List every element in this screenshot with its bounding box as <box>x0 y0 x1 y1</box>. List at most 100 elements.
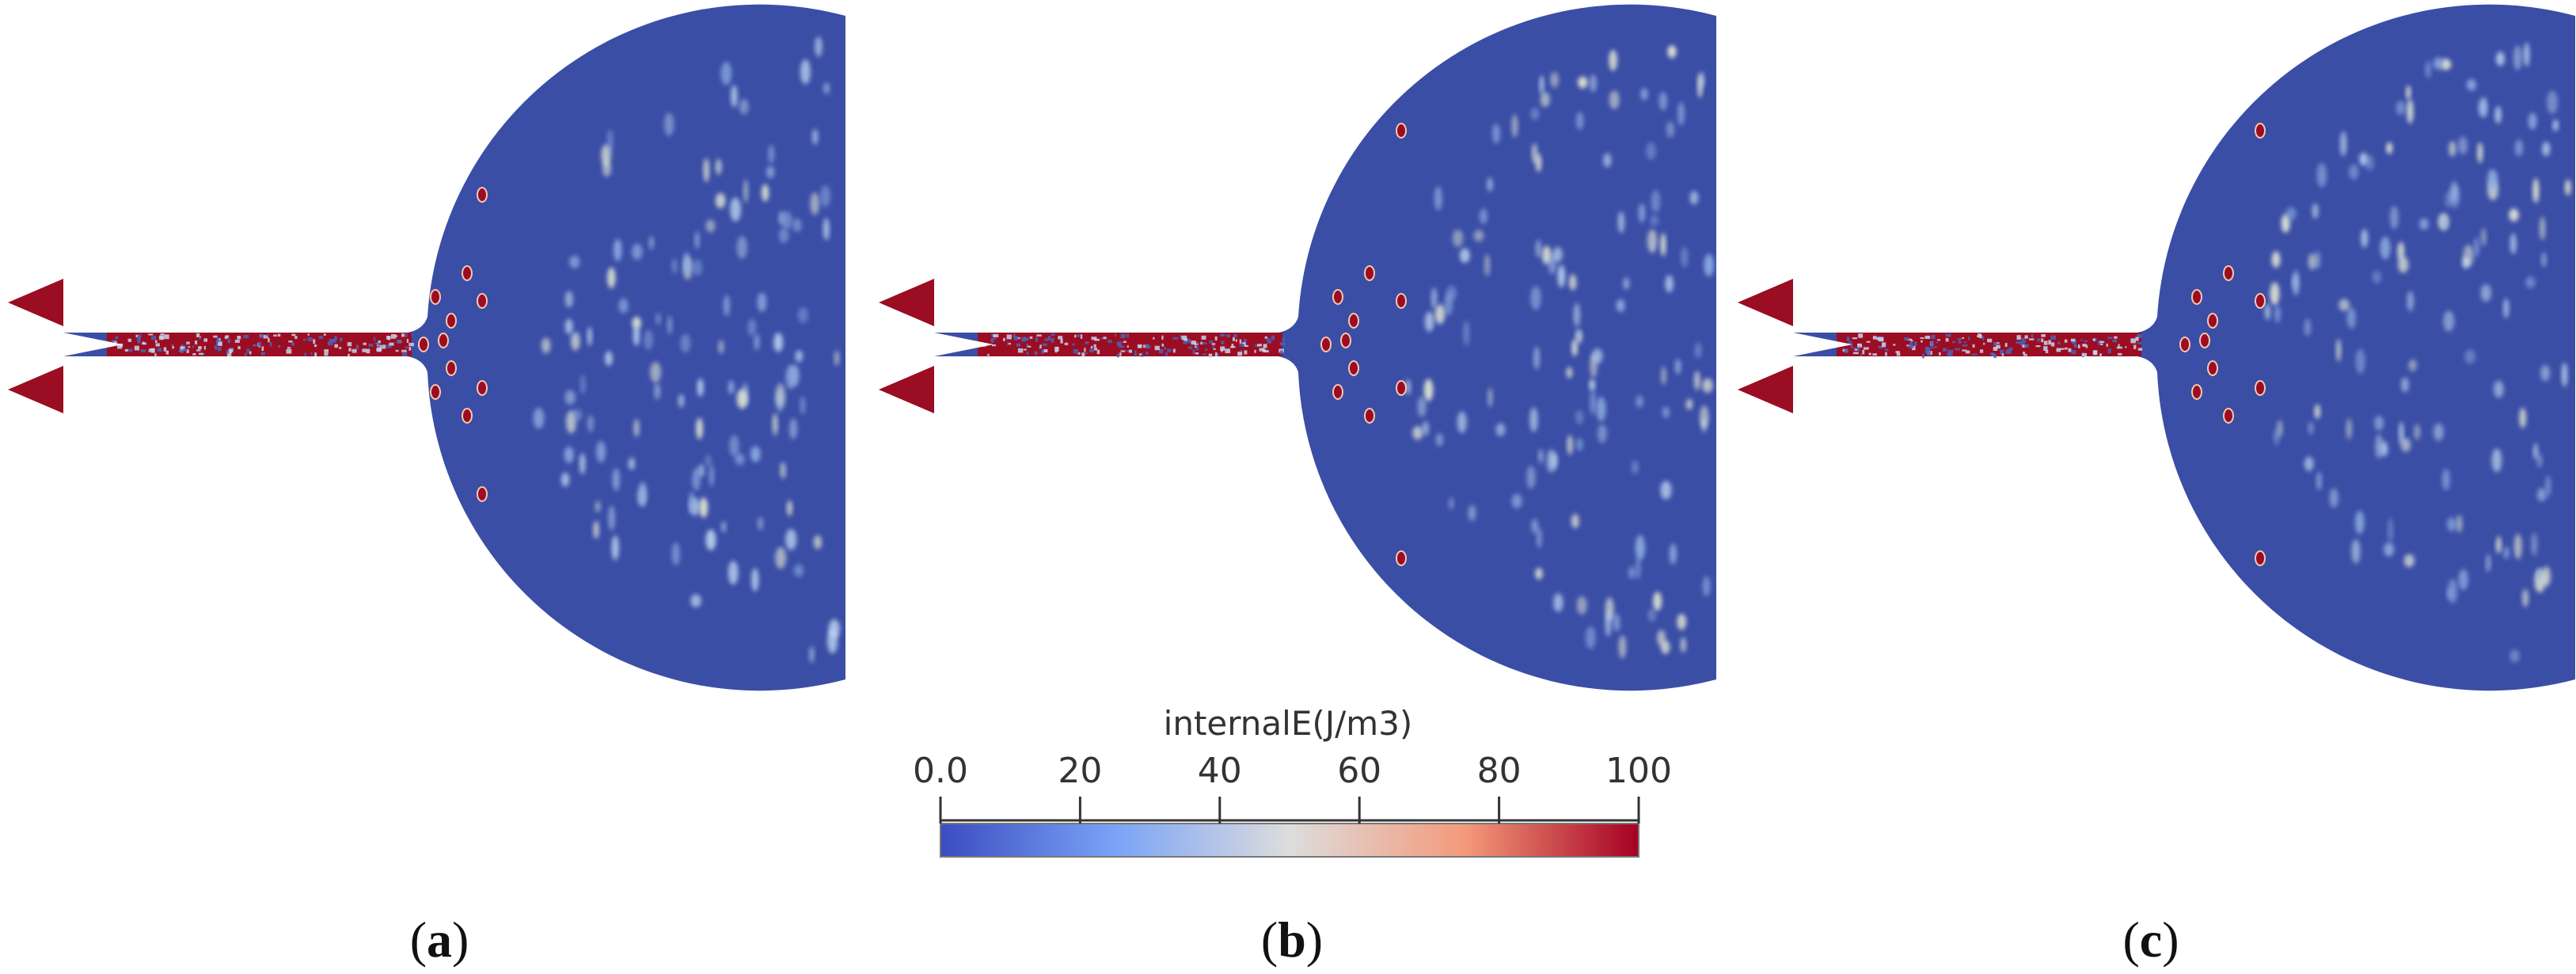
channel-speck <box>1041 349 1044 354</box>
hot-spots <box>533 36 840 663</box>
energy-spot <box>1538 449 1544 463</box>
inlet-arrow-lower <box>879 366 934 413</box>
energy-spot <box>2541 252 2547 268</box>
energy-spot <box>2339 299 2350 311</box>
red-energy-spot <box>1348 313 1359 329</box>
channel-speck <box>265 333 269 337</box>
energy-spot <box>692 467 701 491</box>
energy-spot <box>564 447 574 463</box>
channel-speck <box>328 341 333 346</box>
channel-speck <box>1266 338 1271 341</box>
energy-spot <box>792 219 802 232</box>
channel-speck <box>1982 336 1985 341</box>
red-energy-spot <box>462 265 473 281</box>
channel-speck <box>1977 335 1979 338</box>
channel-speck <box>1850 344 1853 348</box>
energy-spot <box>2386 142 2393 154</box>
channel-speck <box>1920 337 1924 339</box>
channel-speck <box>2057 341 2061 344</box>
channel-speck <box>1913 341 1917 346</box>
channel-speck <box>1939 352 1941 356</box>
channel-speck <box>1930 341 1934 345</box>
red-spots <box>1320 123 1407 566</box>
energy-spot <box>1535 239 1541 258</box>
energy-spot <box>655 313 661 325</box>
channel-speck <box>1134 350 1137 356</box>
channel-speck <box>134 345 139 351</box>
channel-speck <box>1907 338 1912 341</box>
channel-speck <box>1936 341 1938 344</box>
channel-speck <box>1080 334 1083 339</box>
channel-speck <box>160 333 165 336</box>
channel-speck <box>1116 341 1122 347</box>
channel-speck <box>377 341 382 346</box>
channel-speck <box>180 344 184 347</box>
channel-speck <box>2043 346 2048 351</box>
channel-speck <box>348 353 350 357</box>
energy-spot <box>569 255 580 268</box>
energy-spot <box>564 390 576 405</box>
channel-speck <box>1933 346 1937 348</box>
energy-spot <box>728 380 735 394</box>
inlet-arrow-upper <box>879 279 934 326</box>
channel-speck <box>1205 348 1208 351</box>
channel-speck <box>2080 339 2083 341</box>
channel-speck <box>198 346 202 350</box>
energy-spot <box>2480 228 2487 246</box>
energy-spot <box>633 419 640 437</box>
energy-spot <box>689 492 695 514</box>
channel-speck <box>1024 348 1027 351</box>
channel-speck <box>1195 352 1199 355</box>
energy-spot <box>820 185 830 207</box>
energy-spot <box>1589 379 1595 392</box>
channel-speck <box>1090 346 1093 349</box>
channel-speck <box>2005 349 2012 354</box>
channel-speck <box>310 352 313 355</box>
channel-speck <box>339 347 342 349</box>
energy-spot <box>2398 257 2409 273</box>
energy-spot <box>757 292 767 312</box>
channel-speck <box>203 338 207 342</box>
energy-spot <box>1405 379 1411 395</box>
channel-speck <box>1857 344 1860 346</box>
channel-speck <box>1853 347 1860 350</box>
inlet-notch <box>1793 333 1852 356</box>
energy-spot <box>1511 493 1522 509</box>
channel-speck <box>1108 340 1112 344</box>
channel-speck <box>1844 350 1848 353</box>
energy-spot <box>654 382 661 400</box>
energy-spot <box>605 351 613 367</box>
channel-speck <box>1003 337 1005 341</box>
energy-spot <box>2443 310 2455 332</box>
channel-speck <box>198 337 201 340</box>
energy-spot <box>731 85 738 108</box>
channel-speck <box>1076 334 1081 337</box>
energy-spot <box>1589 74 1598 93</box>
channel-speck <box>1945 333 1951 337</box>
energy-spot <box>1479 208 1487 225</box>
energy-spot <box>2388 517 2393 543</box>
channel-speck <box>1860 353 1862 356</box>
red-energy-spot <box>446 313 457 329</box>
channel-speck <box>1172 337 1179 340</box>
channel-speck <box>1990 352 1995 356</box>
red-energy-spot <box>2207 313 2218 329</box>
energy-spot <box>1530 107 1539 120</box>
channel-speck <box>1884 348 1887 351</box>
channel-speck <box>228 348 234 352</box>
channel-speck <box>1904 337 1909 341</box>
energy-spot <box>663 112 674 136</box>
energy-spot <box>1666 121 1675 138</box>
channel-speck <box>224 336 228 339</box>
channel-speck <box>286 349 292 354</box>
channel-speck <box>137 336 140 341</box>
channel-speck <box>1271 335 1275 341</box>
channel-speck <box>1858 333 1864 338</box>
channel-speck <box>218 341 222 346</box>
channel-speck <box>1054 346 1058 352</box>
channel-speck <box>1165 352 1168 356</box>
colorbar-gradient <box>940 823 1639 858</box>
channel-speck <box>273 334 277 337</box>
channel-speck <box>214 345 218 350</box>
energy-spot <box>1657 630 1666 646</box>
